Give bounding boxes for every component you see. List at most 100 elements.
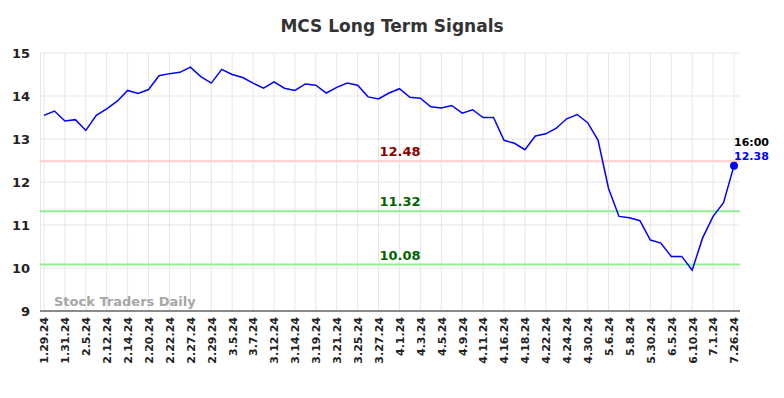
grid-line-x [169, 53, 170, 311]
grid-line-x [734, 53, 735, 311]
x-tick-label: 7.1.24 [707, 317, 720, 356]
annotations: 12.4811.3210.0816:0012.38Stock Traders D… [54, 136, 769, 309]
reference-label: 10.08 [379, 248, 420, 263]
x-tick-label: 4.9.24 [457, 317, 470, 356]
x-tick-label: 4.11.24 [477, 317, 490, 364]
x-tick-label: 5.8.24 [624, 317, 637, 356]
x-tick: 4.9.24 [457, 311, 470, 356]
grid-line-y [40, 182, 740, 183]
x-tick-label: 3.14.24 [289, 317, 302, 364]
grid-line-x [44, 53, 45, 311]
x-tick-label: 3.7.24 [247, 317, 260, 356]
x-tick-label: 3.21.24 [331, 317, 344, 364]
x-tick: 3.12.24 [268, 311, 281, 364]
x-tick: 2.22.24 [164, 311, 177, 364]
grid-line-x [211, 53, 212, 311]
x-tick-label: 2.29.24 [206, 317, 219, 364]
x-axis-line [40, 310, 740, 311]
grid-line-x [524, 53, 525, 311]
grid-line-x [232, 53, 233, 311]
x-tick: 3.21.24 [331, 311, 344, 364]
reference-label: 11.32 [379, 194, 420, 209]
grid-line-x [462, 53, 463, 311]
x-tick-label: 4.5.24 [436, 317, 449, 356]
x-tick-label: 2.22.24 [164, 317, 177, 364]
grid-line-y [40, 311, 740, 312]
x-tick-label: 3.5.24 [227, 317, 240, 356]
grid-line-x [294, 53, 295, 311]
x-tick-label: 1.31.24 [59, 317, 72, 364]
grid-line-x [399, 53, 400, 311]
x-tick-label: 4.22.24 [540, 317, 553, 364]
x-tick: 2.14.24 [122, 311, 135, 364]
grid-line-x [441, 53, 442, 311]
x-tick: 1.31.24 [59, 311, 72, 364]
x-tick: 4.16.24 [498, 311, 511, 364]
x-tick-label: 2.20.24 [143, 317, 156, 364]
last-time-label: 16:00 [734, 136, 769, 149]
chart: MCS Long Term Signals 9 10 11 12 13 14 15 1.29.2… [0, 0, 784, 398]
x-tick-label: 6.10.24 [687, 317, 700, 364]
y-tick-label: 11 [12, 218, 30, 233]
x-tick-label: 1.29.24 [38, 317, 51, 364]
series-line [44, 67, 734, 270]
last-point [730, 162, 738, 170]
x-tick: 5.6.24 [603, 311, 616, 356]
x-tick-label: 3.19.24 [310, 317, 323, 364]
x-tick: 2.12.24 [101, 311, 114, 364]
x-tick: 3.19.24 [310, 311, 323, 364]
x-tick: 4.18.24 [519, 311, 532, 364]
x-tick: 5.8.24 [624, 311, 637, 356]
grid-line-x [713, 53, 714, 311]
title: MCS Long Term Signals [280, 16, 503, 36]
y-tick: 10 [12, 261, 40, 276]
y-tick-label: 14 [12, 89, 30, 104]
grid-line-y [40, 139, 740, 140]
grid-line-x [315, 53, 316, 311]
grid-line-x [85, 53, 86, 311]
plot-area [40, 67, 740, 270]
y-tick-label: 15 [12, 46, 30, 61]
x-tick-label: 3.12.24 [268, 317, 281, 364]
grid-line-y [40, 268, 740, 269]
x-tick-label: 4.1.24 [394, 317, 407, 356]
x-tick: 7.1.24 [707, 311, 720, 356]
grid-line-x [692, 53, 693, 311]
grid-line-x [545, 53, 546, 311]
reference-line [40, 160, 740, 162]
reference-line [40, 210, 740, 212]
y-tick: 15 [12, 46, 40, 61]
x-tick: 4.1.24 [394, 311, 407, 356]
x-tick-label: 2.14.24 [122, 317, 135, 364]
x-tick-label: 3.25.24 [352, 317, 365, 364]
x-tick-label: 3.27.24 [373, 317, 386, 364]
x-tick-label: 2.5.24 [80, 317, 93, 356]
grid-line-x [253, 53, 254, 311]
grid [40, 53, 740, 311]
y-tick-label: 13 [12, 132, 30, 147]
y-tick: 12 [12, 175, 40, 190]
x-tick-label: 2.12.24 [101, 317, 114, 364]
y-tick-label: 9 [21, 304, 30, 319]
x-tick: 3.25.24 [352, 311, 365, 364]
grid-line-x [629, 53, 630, 311]
x-tick: 3.14.24 [289, 311, 302, 364]
x-tick: 4.22.24 [540, 311, 553, 364]
reference-line [40, 264, 740, 266]
y-axis: 9 10 11 12 13 14 15 [12, 46, 41, 319]
grid-line-y [40, 96, 740, 97]
x-tick-label: 5.6.24 [603, 317, 616, 356]
x-tick: 2.29.24 [206, 311, 219, 364]
grid-line-x [483, 53, 484, 311]
x-tick: 4.30.24 [582, 311, 595, 364]
grid-line-x [336, 53, 337, 311]
reference-label: 12.48 [379, 144, 420, 159]
x-tick: 1.29.24 [38, 311, 51, 364]
y-tick-label: 12 [12, 175, 30, 190]
x-tick: 4.3.24 [415, 311, 428, 356]
x-tick-label: 4.24.24 [561, 317, 574, 364]
grid-line-x [274, 53, 275, 311]
x-tick: 2.20.24 [143, 311, 156, 364]
x-tick-label: 6.5.24 [666, 317, 679, 356]
grid-line-y [40, 225, 740, 226]
